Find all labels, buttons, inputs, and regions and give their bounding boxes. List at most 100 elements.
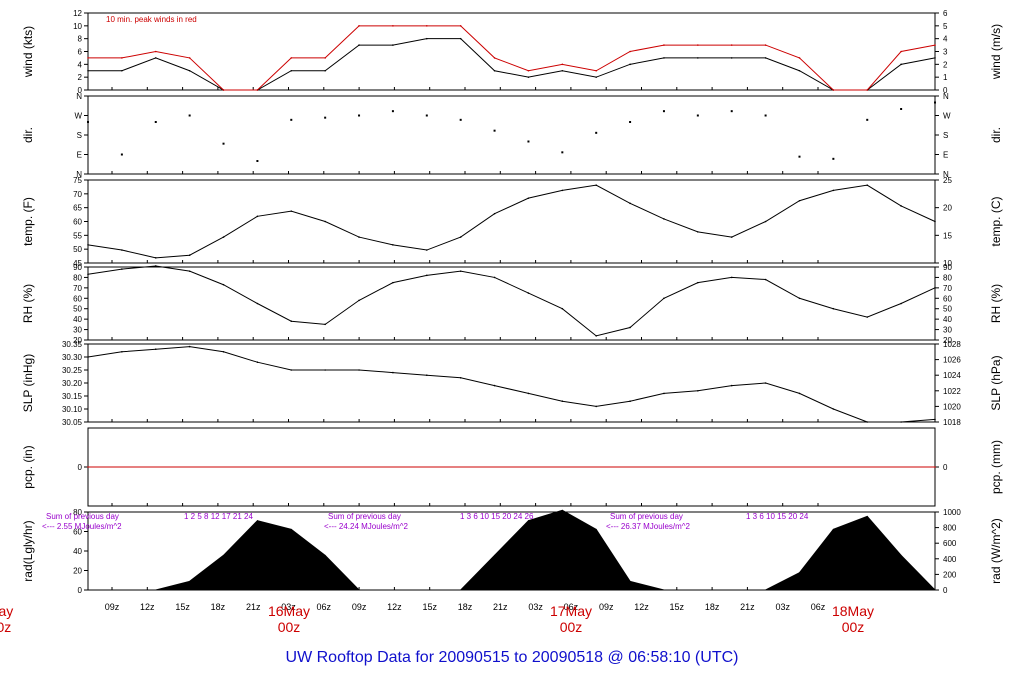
series-point [900, 63, 902, 66]
series-point [154, 50, 157, 53]
radiation-point [358, 589, 360, 591]
series-point [866, 184, 869, 186]
ytick-label-right: 60 [943, 294, 952, 303]
series-point [392, 44, 394, 46]
radiation-point [324, 554, 326, 556]
radiation-point [798, 572, 800, 574]
dir-point [358, 114, 361, 117]
time-tick-label: 18z [458, 602, 473, 612]
series-point [493, 212, 496, 215]
radiation-point [155, 589, 157, 591]
ytick-label-left: 80 [73, 508, 82, 517]
ytick-label-right: 1020 [943, 402, 961, 411]
series-point [87, 273, 89, 276]
time-tick-label: 21z [246, 602, 261, 612]
series-point [629, 202, 631, 205]
series-point [798, 57, 801, 59]
series-point [392, 244, 394, 246]
day-hour-label: 00z [842, 619, 865, 635]
axis-label-left: RH (%) [21, 284, 35, 323]
ytick-label-left: 60 [73, 294, 82, 303]
ytick-label-left: 70 [73, 284, 82, 293]
radiation-point [290, 528, 292, 530]
series-point [493, 384, 496, 387]
series-point [663, 218, 665, 220]
ytick-label-right: 800 [943, 524, 957, 533]
series-point [188, 270, 191, 272]
series-point [595, 69, 597, 72]
series-point [256, 215, 259, 218]
radiation-point [256, 520, 258, 522]
series-point [290, 210, 293, 212]
series-point [324, 69, 326, 72]
ytick-label-right: 10 [943, 259, 952, 268]
dir-point [120, 153, 123, 156]
ytick-label-left: 20 [73, 336, 82, 345]
series-point [256, 89, 259, 91]
series-point [764, 57, 767, 59]
series-point [900, 302, 902, 305]
series-point [832, 189, 835, 192]
series-point [459, 377, 462, 379]
ytick-label-left: N [76, 170, 82, 179]
series-point [459, 25, 462, 27]
ytick-label-right: 90 [943, 263, 952, 272]
chart-footer-title: UW Rooftop Data for 20090515 to 20090518… [285, 649, 739, 666]
dir-point [730, 110, 733, 113]
series-point [900, 421, 902, 423]
radiation-point [731, 589, 733, 591]
series-point [934, 44, 936, 46]
series-point [87, 57, 89, 59]
series-point [798, 69, 801, 72]
ytick-label-right: 600 [943, 539, 957, 548]
ytick-label-left: 30.10 [62, 405, 83, 414]
series-point [730, 44, 733, 46]
day-label: 17May [550, 603, 592, 619]
series-point [222, 351, 225, 353]
ytick-label-left: 2 [78, 73, 83, 82]
dir-point [256, 160, 259, 162]
series-point [663, 44, 665, 46]
ytick-label-left: 6 [78, 48, 83, 57]
series-point [188, 57, 191, 59]
ytick-label-right: 3 [943, 48, 948, 57]
time-tick-label: 03z [528, 602, 543, 612]
time-tick-label: 21z [493, 602, 508, 612]
ytick-label-right: 15 [943, 231, 952, 240]
series-point [764, 382, 767, 384]
series-point [934, 57, 936, 59]
ytick-label-right: 25 [943, 176, 952, 185]
series-point [188, 69, 191, 72]
series-point [426, 374, 428, 377]
series-point [154, 57, 157, 59]
ytick-label-left: 60 [73, 218, 82, 227]
series-point [358, 369, 360, 371]
dir-point [866, 118, 869, 121]
series-point [290, 369, 293, 371]
dir-point [832, 157, 835, 160]
day-hour-label: 00z [0, 619, 11, 635]
radiation-sum-label: Sum of previous day [46, 512, 119, 521]
series-point [900, 50, 902, 53]
series-point [697, 231, 699, 233]
time-tick-label: 03z [281, 602, 296, 612]
radiation-hour-labels: 1 2 5 8 12 17 21 24 [184, 512, 254, 521]
axis-label-left: SLP (inHg) [21, 354, 35, 412]
time-tick-label: 15z [422, 602, 437, 612]
dir-point [595, 131, 598, 134]
ytick-label-left: 8 [78, 35, 83, 44]
series-point [697, 44, 699, 46]
dir-point [391, 110, 394, 113]
day-hour-label: 00z [278, 619, 301, 635]
series-point [934, 466, 936, 468]
ytick-label-left: W [74, 112, 82, 121]
series-point [934, 220, 936, 223]
ytick-label-left: 20 [73, 567, 82, 576]
series-point [188, 345, 191, 348]
series-point [561, 69, 564, 72]
series-point [663, 297, 665, 300]
series-point [764, 220, 767, 223]
time-tick-label: 06z [564, 602, 579, 612]
series-point [493, 276, 496, 279]
ytick-label-right: 1024 [943, 371, 961, 380]
